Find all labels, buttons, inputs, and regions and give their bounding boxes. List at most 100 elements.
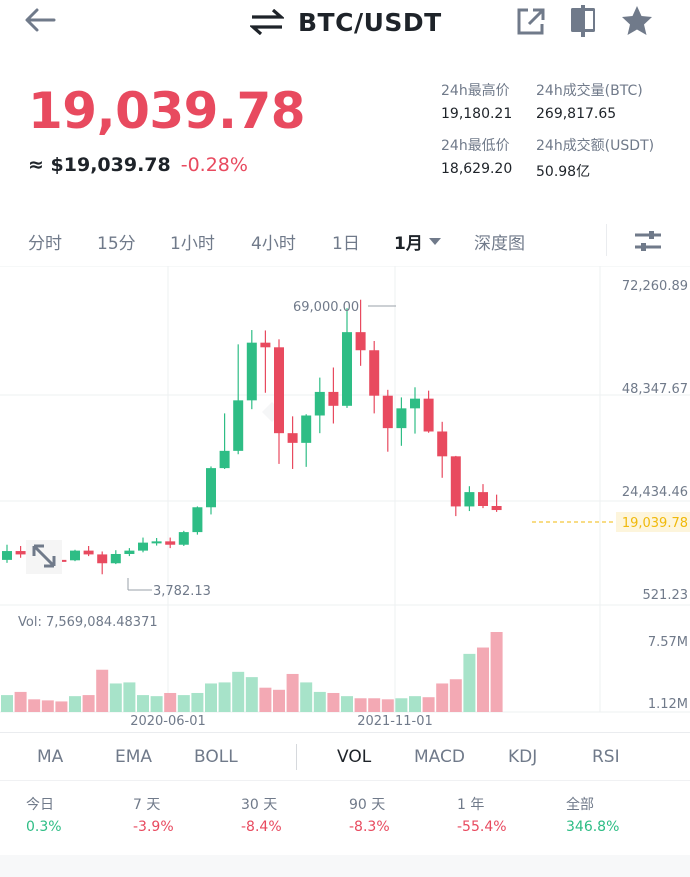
return-value-all: 346.8% xyxy=(566,819,620,835)
usd-price: ≈ $19,039.78 xyxy=(28,154,171,176)
ind-boll[interactable]: BOLL xyxy=(194,747,238,767)
settings-sliders-icon xyxy=(635,231,661,251)
tab-1M[interactable]: 1月 xyxy=(394,229,441,254)
divider xyxy=(0,732,690,733)
candle-body xyxy=(355,332,366,351)
return-label-7d: 7 天 xyxy=(133,797,161,813)
price-change: -0.28% xyxy=(180,154,248,176)
back-arrow-icon xyxy=(25,8,56,32)
candle-body xyxy=(287,433,298,443)
candle-body xyxy=(124,550,135,554)
y-tick: 72,260.89 xyxy=(622,279,688,294)
divider xyxy=(606,224,607,256)
volume-bar xyxy=(341,696,353,712)
low-annotation: 3,782.13 xyxy=(153,584,211,599)
high-annotation: 69,000.00 xyxy=(293,300,359,315)
candle-body xyxy=(138,542,148,551)
tab-1d[interactable]: 1日 xyxy=(332,234,360,254)
candles xyxy=(2,299,502,575)
volume-bar xyxy=(463,653,476,712)
share-button[interactable] xyxy=(515,6,547,36)
volume-bar xyxy=(109,683,122,712)
candle-body xyxy=(110,553,121,564)
volume-bar xyxy=(327,692,340,712)
swap-icon xyxy=(250,9,284,35)
vol-btc-value: 269,817.65 xyxy=(536,106,617,122)
tab-15m[interactable]: 15分 xyxy=(97,234,136,254)
share-icon xyxy=(517,8,545,35)
volume-bar xyxy=(177,695,190,712)
volume-bar xyxy=(41,700,54,712)
kline-chart[interactable]: 72,260.89 48,347.67 24,434.46 521.23 19,… xyxy=(0,266,690,732)
tab-1h[interactable]: 1小时 xyxy=(170,234,215,254)
candle-body xyxy=(382,395,393,429)
candle-body xyxy=(410,398,420,409)
volume-bar xyxy=(55,701,68,712)
pair-selector[interactable]: BTC/USDT xyxy=(250,4,442,40)
tab-depth[interactable]: 深度图 xyxy=(474,234,525,254)
volume-bar xyxy=(164,692,177,712)
candle-body xyxy=(15,551,26,555)
volume-bar xyxy=(490,632,503,712)
candle-body xyxy=(437,431,448,457)
candle-body xyxy=(246,342,257,401)
last-price: 19,039.78 xyxy=(28,82,306,140)
expand-button[interactable] xyxy=(26,540,62,574)
ind-macd[interactable]: MACD xyxy=(414,747,465,767)
volume-bar xyxy=(368,698,381,712)
chart-settings-button[interactable] xyxy=(633,228,663,254)
vol-btc-label: 24h成交量(BTC) xyxy=(536,83,643,99)
tab-time-sharing[interactable]: 分时 xyxy=(28,234,62,254)
return-label-90d: 90 天 xyxy=(349,797,386,813)
tab-1M-label: 1月 xyxy=(394,234,423,254)
volume-bar xyxy=(313,691,326,712)
y-tick: 521.23 xyxy=(643,588,689,603)
ind-vol[interactable]: VOL xyxy=(337,747,372,767)
star-icon xyxy=(622,6,652,35)
high-value: 19,180.21 xyxy=(441,106,513,122)
favorite-button[interactable] xyxy=(620,4,654,38)
volume-bar xyxy=(477,647,489,712)
compare-button[interactable] xyxy=(568,4,598,38)
candle-body xyxy=(450,456,461,507)
return-label-all: 全部 xyxy=(566,797,594,813)
volume-bar xyxy=(354,698,367,712)
volume-bar xyxy=(14,691,27,712)
return-value-7d: -3.9% xyxy=(133,819,174,835)
volume-bar xyxy=(232,671,245,712)
vol-tick: 1.12M xyxy=(648,697,688,712)
low-value: 18,629.20 xyxy=(441,161,513,177)
tab-4h[interactable]: 4小时 xyxy=(251,234,296,254)
return-value-90d: -8.3% xyxy=(349,819,390,835)
return-value-1y: -55.4% xyxy=(457,819,507,835)
candle-body xyxy=(97,554,108,564)
return-label-30d: 30 天 xyxy=(241,797,278,813)
candle-body xyxy=(491,506,502,511)
volume-bar xyxy=(82,695,95,712)
ind-ma[interactable]: MA xyxy=(37,747,64,767)
volume-bar xyxy=(273,689,285,712)
candle-body xyxy=(314,391,325,416)
low-label: 24h最低价 xyxy=(441,138,510,154)
volume-bar xyxy=(409,696,421,712)
ind-rsi[interactable]: RSI xyxy=(592,747,620,767)
volume-bar xyxy=(436,683,449,712)
candle-body xyxy=(396,408,407,429)
ind-ema[interactable]: EMA xyxy=(115,747,153,767)
volume-bar xyxy=(245,677,258,712)
back-button[interactable] xyxy=(22,6,58,34)
volume-bar xyxy=(205,683,217,712)
candle-body xyxy=(83,550,94,555)
vol-label: Vol: 7,569,084.48371 xyxy=(18,615,158,630)
vol-tick: 7.57M xyxy=(648,635,688,650)
volume-bar xyxy=(28,699,41,712)
candle-body xyxy=(342,332,352,406)
return-value-today: 0.3% xyxy=(26,819,62,835)
x-tick: 2020-06-01 xyxy=(130,714,206,729)
volume-bar xyxy=(96,669,109,712)
pair-title: BTC/USDT xyxy=(298,7,442,37)
volume-bar xyxy=(300,682,313,712)
return-label-today: 今日 xyxy=(26,797,54,813)
x-tick: 2021-11-01 xyxy=(357,714,433,729)
ind-kdj[interactable]: KDJ xyxy=(508,747,538,767)
